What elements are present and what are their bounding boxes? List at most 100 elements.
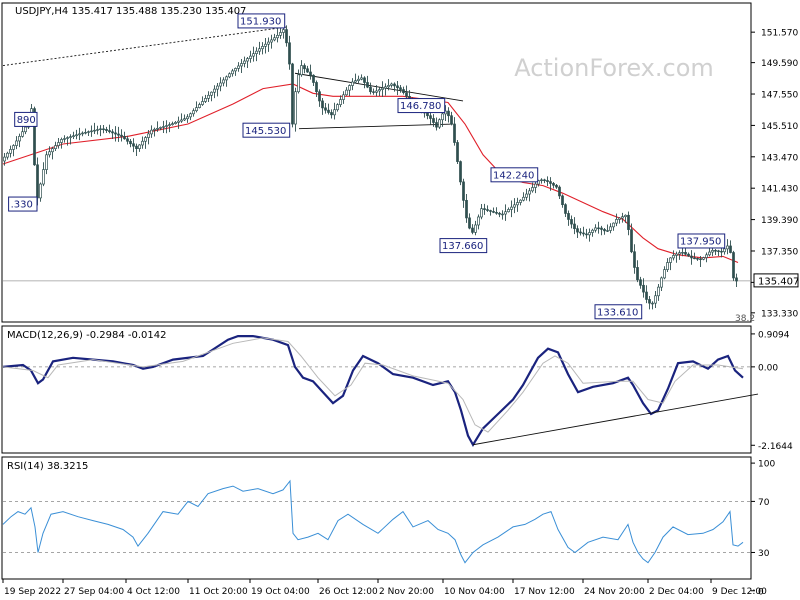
- candle-body: [9, 149, 12, 154]
- price-label-box: [397, 98, 446, 114]
- candle-body: [81, 132, 84, 135]
- candle-body: [576, 228, 579, 233]
- candle-body: [207, 94, 210, 99]
- time-axis-label: 2 Dec 04:00: [649, 587, 704, 597]
- candle-body: [405, 92, 408, 97]
- candle-body: [195, 107, 198, 112]
- candle-body: [198, 104, 201, 108]
- candle-body: [42, 169, 45, 185]
- candle-body: [351, 81, 354, 86]
- candle: [39, 182, 42, 202]
- candle-body: [513, 204, 516, 208]
- candle-body: [141, 140, 144, 146]
- candle-body: [360, 77, 363, 80]
- price-label-box: [242, 122, 291, 138]
- candle: [279, 27, 282, 39]
- candle: [255, 47, 258, 62]
- candle-body: [273, 37, 276, 41]
- price-label-text: 151.930: [240, 17, 281, 28]
- candle-body: [333, 109, 336, 116]
- price-label-text: 890: [17, 115, 36, 126]
- time-axis-label: 26 Oct 12:00: [319, 587, 378, 597]
- candle-body: [684, 252, 687, 255]
- candle: [294, 87, 297, 132]
- candle: [465, 193, 468, 223]
- candle: [54, 141, 57, 152]
- candle: [15, 136, 18, 150]
- candle: [270, 34, 273, 49]
- candle-body: [66, 137, 69, 139]
- candle-body: [606, 230, 609, 232]
- candle: [573, 217, 576, 235]
- candle: [396, 81, 399, 96]
- candle: [474, 220, 477, 236]
- candle: [612, 222, 615, 231]
- candle-body: [165, 125, 168, 127]
- candle: [618, 217, 621, 224]
- candle: [357, 75, 360, 83]
- candle: [42, 162, 45, 187]
- candle: [699, 256, 702, 267]
- candle-body: [261, 46, 264, 50]
- candle-body: [582, 232, 585, 235]
- candle: [102, 124, 105, 134]
- candle-body: [621, 216, 624, 219]
- macd-title: MACD(12,26,9) -0.2984 -0.0142: [7, 330, 167, 341]
- candle-body: [525, 193, 528, 198]
- price-pane-frame: [1, 2, 752, 323]
- candle-body: [639, 279, 642, 286]
- macd-lines: [2, 335, 744, 447]
- candle-body: [537, 180, 540, 185]
- candle-body: [228, 73, 231, 78]
- candle-body: [723, 248, 726, 253]
- candle-body: [483, 208, 486, 210]
- candle: [183, 114, 186, 122]
- candle-body: [102, 128, 105, 131]
- rsi-series-line: [2, 479, 744, 564]
- candle: [72, 131, 75, 140]
- candle: [459, 160, 462, 186]
- candle: [93, 122, 96, 134]
- candle-body: [717, 250, 720, 252]
- candle-body: [78, 133, 81, 136]
- candle: [69, 134, 72, 145]
- candle-body: [372, 91, 375, 93]
- candle: [6, 151, 9, 160]
- candle: [639, 276, 642, 289]
- candle: [144, 136, 147, 149]
- candle: [645, 285, 648, 304]
- candle-body: [54, 145, 57, 150]
- time-axis-label: 9 Dec 12:00: [712, 587, 767, 597]
- candle: [333, 102, 336, 120]
- candle: [513, 198, 516, 214]
- candle-body: [702, 257, 705, 260]
- price-axis-label: 143.470: [761, 153, 798, 163]
- candle-body: [276, 35, 279, 39]
- candle-body: [183, 118, 186, 121]
- candle-body: [114, 132, 117, 135]
- candle-body: [588, 232, 591, 236]
- candle-body: [6, 152, 9, 158]
- candle-body: [39, 183, 42, 199]
- candle-body: [288, 42, 291, 65]
- candle-body: [72, 135, 75, 137]
- candle: [171, 121, 174, 126]
- candle-body: [267, 41, 270, 45]
- candle-body: [552, 183, 555, 186]
- candle: [495, 207, 498, 215]
- time-axis-label: 4 Oct 12:00: [127, 587, 180, 597]
- candle-body: [675, 253, 678, 256]
- candle-body: [735, 277, 738, 282]
- candle: [111, 129, 114, 139]
- candle: [261, 42, 264, 55]
- price-label-box: [439, 238, 488, 254]
- macd-axis: 0.9094 0.00 -2.1644: [751, 330, 793, 452]
- price-label-text: 137.950: [680, 237, 721, 248]
- candle-body: [612, 222, 615, 228]
- candle: [696, 257, 699, 261]
- candle-body: [327, 109, 330, 113]
- candle-body: [660, 277, 663, 288]
- candle-body: [567, 213, 570, 220]
- candle: [219, 77, 222, 92]
